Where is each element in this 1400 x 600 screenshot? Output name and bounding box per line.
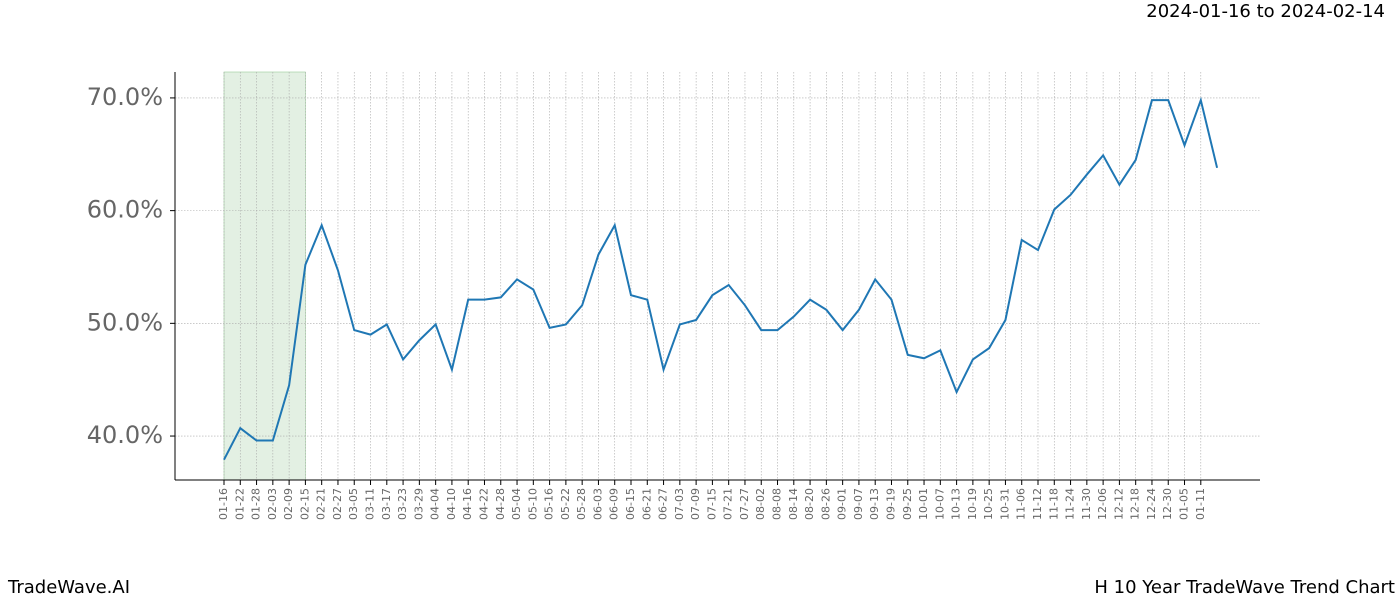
- x-tick-label: 03-23: [396, 488, 409, 520]
- x-tick-label: 05-22: [559, 488, 572, 520]
- x-tick-label: 03-11: [364, 488, 377, 520]
- x-tick-label: 08-26: [819, 488, 832, 520]
- brand: TradeWave.AI: [7, 577, 130, 598]
- x-tick-label: 04-10: [445, 488, 458, 520]
- x-tick-label: 02-15: [298, 488, 311, 520]
- x-tick-label: 11-24: [1064, 488, 1077, 520]
- x-tick-label: 01-11: [1194, 488, 1207, 520]
- x-tick-label: 01-05: [1178, 488, 1191, 520]
- x-tick-label: 02-09: [282, 488, 295, 520]
- x-tick-label: 03-17: [380, 488, 393, 520]
- x-tick-label: 08-08: [771, 488, 784, 520]
- x-tick-label: 06-15: [624, 488, 637, 520]
- x-tick-label: 02-03: [266, 488, 279, 520]
- date-range: 2024-01-16 to 2024-02-14: [1146, 1, 1385, 22]
- x-tick-label: 12-12: [1112, 488, 1125, 520]
- y-tick-label: 60.0%: [87, 196, 163, 224]
- x-tick-label: 11-18: [1047, 488, 1060, 520]
- x-tick-label: 09-19: [884, 488, 897, 520]
- x-tick-label: 03-05: [347, 488, 360, 520]
- y-tick-label: 50.0%: [87, 308, 163, 336]
- highlight-band: [223, 71, 306, 481]
- x-tick-label: 09-25: [901, 488, 914, 520]
- x-tick-label: 04-22: [477, 488, 490, 520]
- x-tick-label: 10-07: [933, 488, 946, 520]
- x-tick-label: 11-12: [1031, 488, 1044, 520]
- x-tick-label: 07-09: [689, 488, 702, 520]
- x-tick-label: 07-21: [722, 488, 735, 520]
- x-tick-label: 08-20: [803, 488, 816, 520]
- y-tick-label: 70.0%: [87, 83, 163, 111]
- x-tick-label: 12-06: [1096, 488, 1109, 520]
- x-tick-label: 10-25: [982, 488, 995, 520]
- x-tick-label: 09-13: [868, 488, 881, 520]
- x-tick-label: 07-15: [705, 488, 718, 520]
- x-tick-label: 10-13: [950, 488, 963, 520]
- x-tick-label: 06-03: [591, 488, 604, 520]
- x-tick-label: 05-04: [510, 488, 523, 520]
- chart-title: H 10 Year TradeWave Trend Chart: [1094, 577, 1395, 598]
- x-tick-label: 02-27: [331, 488, 344, 520]
- y-tick-label: 40.0%: [87, 421, 163, 449]
- x-tick-label: 01-22: [233, 488, 246, 520]
- x-tick-label: 12-30: [1161, 488, 1174, 520]
- x-tick-label: 05-28: [575, 488, 588, 520]
- x-tick-label: 08-02: [754, 488, 767, 520]
- x-tick-label: 03-29: [412, 488, 425, 520]
- x-tick-label: 10-19: [966, 488, 979, 520]
- x-tick-label: 06-09: [608, 488, 621, 520]
- x-tick-label: 09-07: [852, 488, 865, 520]
- x-tick-label: 10-01: [917, 488, 930, 520]
- x-tick-label: 06-27: [657, 488, 670, 520]
- x-tick-label: 09-01: [836, 488, 849, 520]
- x-tick-label: 05-10: [526, 488, 539, 520]
- trend-line: [223, 96, 1219, 461]
- x-tick-label: 04-16: [461, 488, 474, 520]
- x-tick-label: 07-03: [673, 488, 686, 520]
- x-tick-label: 05-16: [543, 488, 556, 520]
- x-tick-label: 01-16: [217, 488, 230, 520]
- x-tick-label: 11-30: [1080, 488, 1093, 520]
- x-tick-label: 04-28: [494, 488, 507, 520]
- x-tick-label: 10-31: [998, 488, 1011, 520]
- x-tick-label: 06-21: [640, 488, 653, 520]
- x-tick-label: 07-27: [738, 488, 751, 520]
- x-tick-label: 04-04: [429, 488, 442, 520]
- x-tick-label: 08-14: [787, 488, 800, 520]
- x-tick-label: 12-18: [1129, 488, 1142, 520]
- x-tick-label: 12-24: [1145, 488, 1158, 520]
- x-tick-label: 11-06: [1015, 488, 1028, 520]
- x-tick-label: 01-28: [250, 488, 263, 520]
- x-tick-label: 02-21: [315, 488, 328, 520]
